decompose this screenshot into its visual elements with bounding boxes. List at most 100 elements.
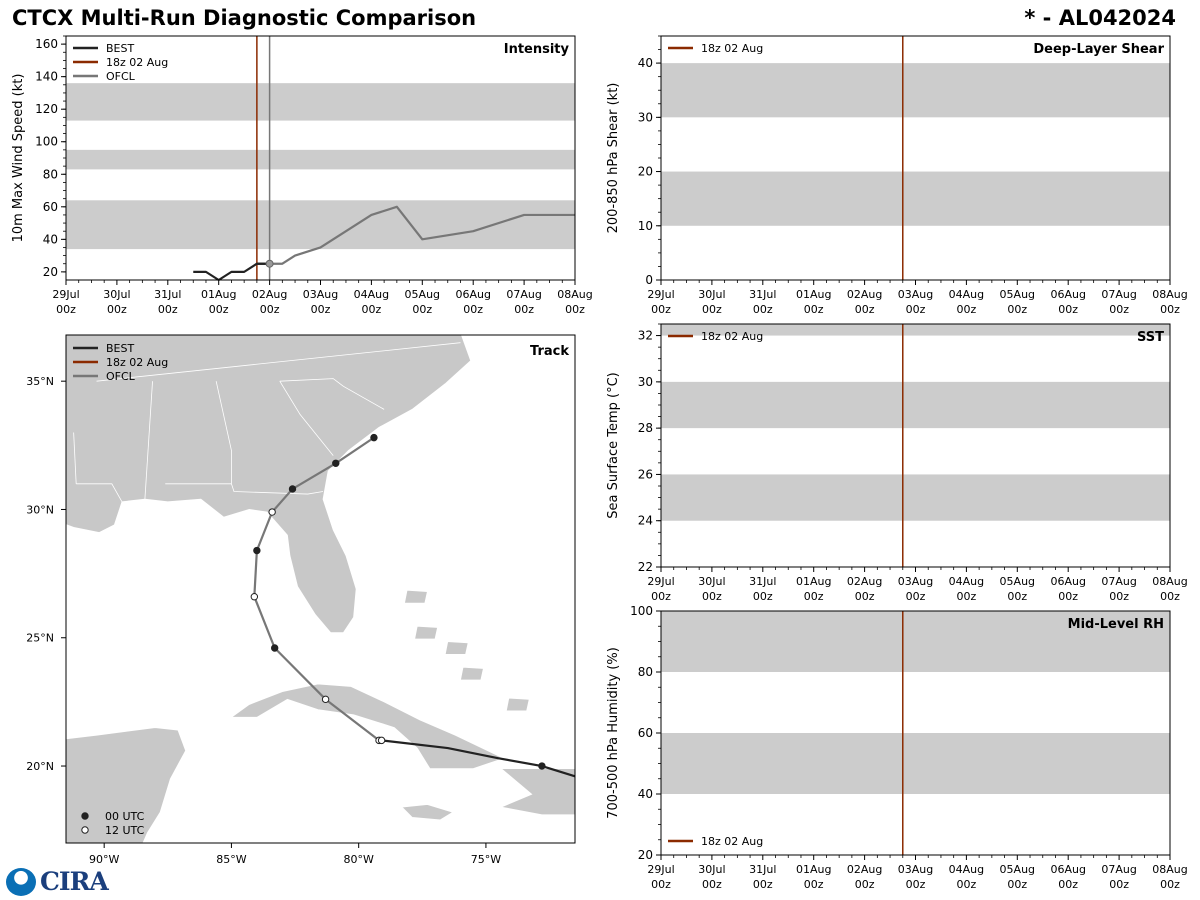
- x-tick-label: 02Aug: [847, 863, 882, 876]
- threshold-band: [661, 171, 1170, 226]
- x-tick-label: 00z: [804, 878, 824, 891]
- x-tick-label: 08Aug: [1152, 575, 1187, 588]
- y-tick-label: 10: [638, 219, 653, 233]
- y-tick-label: 40: [638, 787, 653, 801]
- x-tick-label: 01Aug: [796, 575, 831, 588]
- x-tick-label: 00z: [1109, 303, 1129, 316]
- x-tick-label: 00z: [412, 303, 432, 316]
- y-axis-label: 700-500 hPa Humidity (%): [606, 647, 621, 819]
- x-tick-label: 00z: [702, 590, 722, 603]
- y-tick-label: 24: [638, 514, 653, 528]
- y-tick-label: 40: [638, 56, 653, 70]
- x-tick-label: 07Aug: [506, 288, 541, 301]
- threshold-band: [661, 611, 1170, 672]
- shear-panel: 0 10 20 30 40 29Jul 00z 30Jul 00z 31Jul 00z 01Aug 00…: [606, 35, 1188, 316]
- page-title: CTCX Multi-Run Diagnostic Comparison: [12, 6, 477, 30]
- x-tick-label: 05Aug: [1000, 863, 1035, 876]
- threshold-band: [661, 381, 1170, 429]
- land-yucatan: [66, 727, 187, 843]
- x-tick-label: 00z: [362, 303, 382, 316]
- x-tick-label: 07Aug: [1101, 863, 1136, 876]
- x-tick-label: 08Aug: [1152, 863, 1187, 876]
- storm-id: * - AL042024: [1024, 6, 1176, 30]
- best-track-line: [381, 739, 576, 778]
- x-tick-label: 00z: [702, 303, 722, 316]
- x-tick-label: 00z: [56, 303, 76, 316]
- y-tick-label: 30: [638, 110, 653, 124]
- x-tick-label: 00z: [311, 303, 331, 316]
- x-tick-label: 06Aug: [455, 288, 490, 301]
- y-tick-label: 140: [35, 70, 58, 84]
- land-jamaica: [401, 804, 454, 821]
- ofcl-track-point: [270, 644, 279, 652]
- ofcl-track-point: [370, 433, 378, 442]
- legend-label: BEST: [106, 42, 134, 55]
- x-tick-label: 06Aug: [1050, 863, 1085, 876]
- y-tick-label: 20°N: [26, 760, 54, 773]
- ofcl-start-marker: [265, 259, 274, 268]
- legend-marker-00utc: [81, 812, 89, 820]
- plot-frame: [65, 35, 576, 281]
- series-line-best: [193, 262, 270, 282]
- land-hispaniola: [499, 768, 575, 816]
- legend-label: 18z 02 Aug: [106, 56, 168, 69]
- x-tick-label: 05Aug: [405, 288, 440, 301]
- x-tick-label: 05Aug: [1000, 575, 1035, 588]
- panel-title: Track: [530, 344, 569, 359]
- x-tick-label: 00z: [463, 303, 483, 316]
- y-tick-label: 20: [43, 265, 58, 279]
- land-bahamas-island: [403, 589, 428, 604]
- x-tick-label: 06Aug: [1050, 575, 1085, 588]
- ofcl-track-point: [253, 546, 261, 555]
- y-tick-label: 35°N: [26, 375, 54, 388]
- x-tick-label: 75°W: [471, 853, 501, 866]
- plot-frame: [660, 35, 1171, 281]
- x-tick-label: 00z: [651, 303, 671, 316]
- plot-frame: [660, 323, 1171, 568]
- x-tick-label: 00z: [260, 303, 280, 316]
- x-tick-label: 31Jul: [154, 288, 181, 301]
- land-bahamas-island: [459, 666, 484, 681]
- x-tick-label: 00z: [1058, 878, 1078, 891]
- x-tick-label: 30Jul: [698, 575, 725, 588]
- legend-label: 12 UTC: [105, 824, 145, 837]
- x-tick-label: 00z: [1058, 303, 1078, 316]
- x-tick-label: 03Aug: [898, 863, 933, 876]
- x-tick-label: 01Aug: [796, 288, 831, 301]
- x-tick-label: 00z: [1007, 590, 1027, 603]
- x-tick-label: 07Aug: [1101, 575, 1136, 588]
- x-tick-label: 04Aug: [949, 863, 984, 876]
- y-tick-label: 40: [43, 232, 58, 246]
- y-axis-label: Sea Surface Temp (°C): [606, 372, 621, 519]
- land-bahamas-island: [505, 697, 530, 712]
- x-tick-label: 00z: [957, 303, 977, 316]
- x-tick-label: 00z: [702, 878, 722, 891]
- state-border: [279, 378, 385, 410]
- y-tick-label: 26: [638, 467, 653, 481]
- x-tick-label: 00z: [209, 303, 229, 316]
- x-tick-label: 29Jul: [647, 288, 674, 301]
- x-tick-label: 00z: [804, 303, 824, 316]
- x-tick-label: 01Aug: [796, 863, 831, 876]
- state-border: [73, 432, 77, 484]
- x-tick-label: 30Jul: [103, 288, 130, 301]
- y-axis-label: 10m Max Wind Speed (kt): [11, 74, 26, 243]
- state-border: [231, 483, 324, 495]
- x-tick-label: 05Aug: [1000, 288, 1035, 301]
- x-tick-label: 00z: [804, 590, 824, 603]
- plot-frame: [65, 334, 576, 844]
- y-axis-label: 200-850 hPa Shear (kt): [606, 83, 621, 234]
- legend-marker-12utc: [81, 826, 89, 834]
- threshold-band: [661, 733, 1170, 794]
- y-tick-label: 30: [638, 375, 653, 389]
- x-tick-label: 06Aug: [1050, 288, 1085, 301]
- y-tick-label: 20: [638, 848, 653, 862]
- x-tick-label: 00z: [855, 878, 875, 891]
- best-track-point: [538, 762, 546, 770]
- threshold-band: [661, 63, 1170, 118]
- y-tick-label: 100: [35, 135, 58, 149]
- x-tick-label: 00z: [1160, 303, 1180, 316]
- x-tick-label: 07Aug: [1101, 288, 1136, 301]
- sst-panel: 22 24 26 28 30 32 29Jul 00z 30Jul 00z 31Jul 00z 01Au…: [606, 323, 1188, 603]
- state-border: [279, 380, 334, 456]
